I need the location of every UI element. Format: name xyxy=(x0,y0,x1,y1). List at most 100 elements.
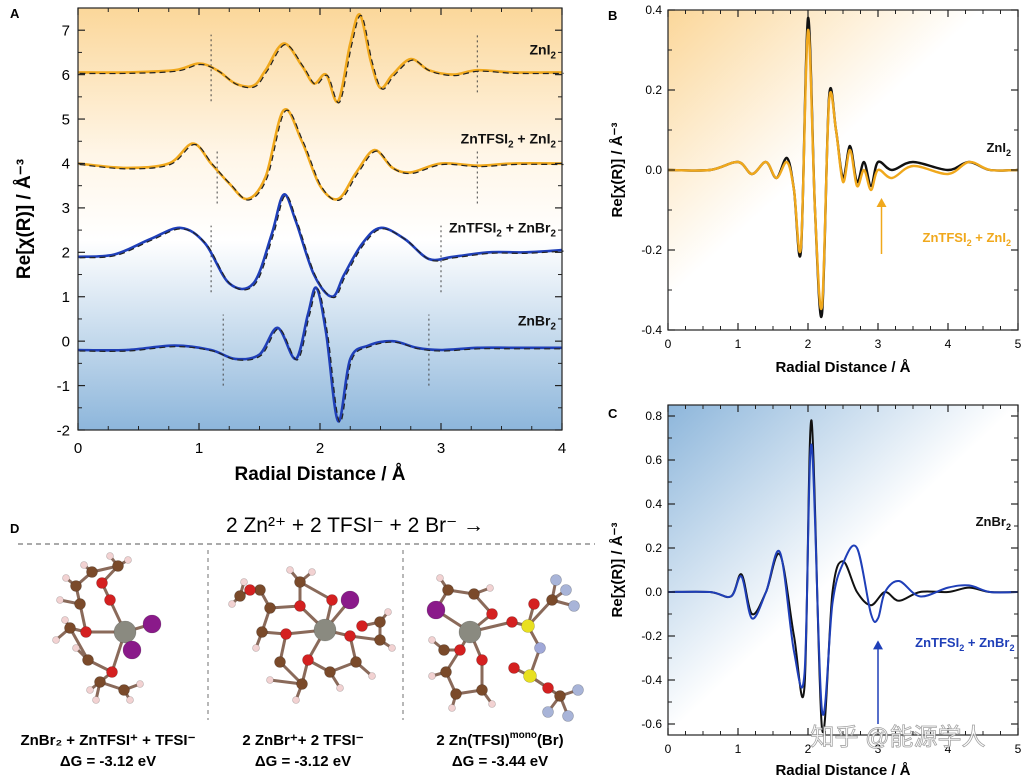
x-tick-label-4: 4 xyxy=(558,440,566,457)
x-axis-label: Radial Distance / Å xyxy=(775,359,910,376)
y-tick-label-0: -0.4 xyxy=(641,323,662,337)
label-sub: 2 xyxy=(1006,522,1011,532)
panel-letter-b: B xyxy=(608,8,617,23)
y-axis-label: Re[χ(R)] / Å⁻³ xyxy=(609,523,626,618)
y-tick-label-8: 6 xyxy=(62,67,70,84)
atom-c xyxy=(254,584,266,596)
atom-o xyxy=(542,682,554,694)
atom-c xyxy=(374,616,386,628)
panel-d: 2 Zn²⁺ + 2 TFSI⁻ + 2 Br⁻ → ZnBr₂ + ZnTFS… xyxy=(18,514,595,770)
atom-zn xyxy=(113,620,137,644)
dg-3: ΔG = -3.44 eV xyxy=(452,753,548,770)
label-part: + ZnI xyxy=(514,130,551,146)
atom-o xyxy=(294,600,306,612)
x-tick-label-2: 2 xyxy=(805,742,812,756)
label-part: ZnBr xyxy=(518,313,551,329)
y-tick-label-2: 0.0 xyxy=(645,163,662,177)
atom-c xyxy=(554,690,566,702)
atom-c xyxy=(294,576,306,588)
atom-c xyxy=(440,666,452,678)
atom-h xyxy=(428,636,436,644)
label-part: ZnTFSI xyxy=(461,130,508,146)
y-tick-label-1: -1 xyxy=(57,378,70,395)
atom-h xyxy=(62,574,70,582)
y-tick-label-3: 0.2 xyxy=(645,83,662,97)
dg-1: ΔG = -3.12 eV xyxy=(60,753,156,770)
atom-h xyxy=(56,596,64,604)
y-tick-label-5: 3 xyxy=(62,200,70,217)
series-label-1: ZnTFSI2 + ZnI2 xyxy=(923,230,1011,248)
atom-c xyxy=(546,594,558,606)
y-tick-label-2: -0.2 xyxy=(641,629,662,643)
arrow-head xyxy=(876,198,887,207)
atom-h xyxy=(80,561,88,569)
atom-f xyxy=(572,684,584,696)
chart-c: 0 1 2 3 4 5 -0.6 -0.4 -0.2 0.0 0.2 0.4 0.6 0.8 Radial … xyxy=(609,404,1022,779)
atom-c xyxy=(74,598,86,610)
chart-a: 0 1 2 3 4 -2 -1 0 1 2 3 4 5 6 7 Radial Distance / Å Re[χ… xyxy=(14,7,566,485)
atom-h xyxy=(428,672,436,680)
series-label-0: ZnBr2 xyxy=(976,514,1011,532)
x-axis-label: Radial Distance / Å xyxy=(775,762,910,779)
x-tick-label-3: 3 xyxy=(875,742,882,756)
atom-f xyxy=(560,584,572,596)
atom-f xyxy=(542,706,554,718)
atom-o xyxy=(96,577,108,589)
atom-c xyxy=(350,656,362,668)
atom-h xyxy=(368,672,376,680)
label-part: ZnTFSI xyxy=(923,230,967,245)
x-tick-label-2: 2 xyxy=(805,337,812,351)
x-axis-label: Radial Distance / Å xyxy=(234,464,405,485)
x-tick-label-5: 5 xyxy=(1015,337,1022,351)
fit-line-2 xyxy=(79,194,564,299)
atom-h xyxy=(486,584,494,592)
x-tick-label-2: 2 xyxy=(316,440,324,457)
atom-c xyxy=(94,676,106,688)
x-tick-label-1: 1 xyxy=(195,440,203,457)
atom-c xyxy=(70,580,82,592)
atom-f xyxy=(568,600,580,612)
atom-h xyxy=(286,566,294,574)
x-tick-label-5: 5 xyxy=(1015,742,1022,756)
series-line-1 xyxy=(667,443,1019,716)
y-tick-label-4: 0.2 xyxy=(645,541,662,555)
x-tick-label-0: 0 xyxy=(74,440,82,457)
atom-o xyxy=(344,630,356,642)
y-tick-label-4: 2 xyxy=(62,245,70,262)
atom-h xyxy=(292,696,300,704)
atom-h xyxy=(252,644,260,652)
atom-c xyxy=(438,644,450,656)
atom-c xyxy=(256,626,268,638)
atom-h xyxy=(61,616,69,624)
atom-h xyxy=(136,680,144,688)
atom-h xyxy=(92,696,100,704)
molecule-3 xyxy=(426,574,584,722)
series-label-0: ZnI2 xyxy=(986,140,1011,158)
label-sub: 2 xyxy=(550,322,556,333)
atom-c xyxy=(468,588,480,600)
y-axis-label: Re[χ(R)] / Å⁻³ xyxy=(609,123,626,218)
caption-1: ZnBr₂ + ZnTFSI⁺ + TFSI⁻ xyxy=(20,732,195,749)
label-part: ZnTFSI xyxy=(915,635,959,650)
panel-letter-d: D xyxy=(10,521,19,536)
atom-c xyxy=(442,584,454,596)
label-sub: 2 xyxy=(1006,148,1011,158)
label-sub: 2 xyxy=(508,139,514,150)
atom-h xyxy=(228,600,236,608)
atom-o xyxy=(106,666,118,678)
caption-2: 2 ZnBr⁺+ 2 TFSI⁻ xyxy=(242,732,363,749)
reaction-equation: 2 Zn²⁺ + 2 TFSI⁻ + 2 Br⁻ → xyxy=(226,514,484,537)
x-tick-label-3: 3 xyxy=(875,337,882,351)
x-tick-label-1: 1 xyxy=(735,742,742,756)
label-sub: 2 xyxy=(550,139,556,150)
label-part: + ZnI xyxy=(972,230,1006,245)
label-sub: 2 xyxy=(1009,643,1014,653)
atom-o xyxy=(506,616,518,628)
atom-c xyxy=(118,684,130,696)
atom-o xyxy=(80,626,92,638)
atom-o xyxy=(356,620,368,632)
bond-18 xyxy=(299,580,333,602)
atom-s xyxy=(521,619,535,633)
y-tick-label-1: -0.4 xyxy=(641,673,662,687)
